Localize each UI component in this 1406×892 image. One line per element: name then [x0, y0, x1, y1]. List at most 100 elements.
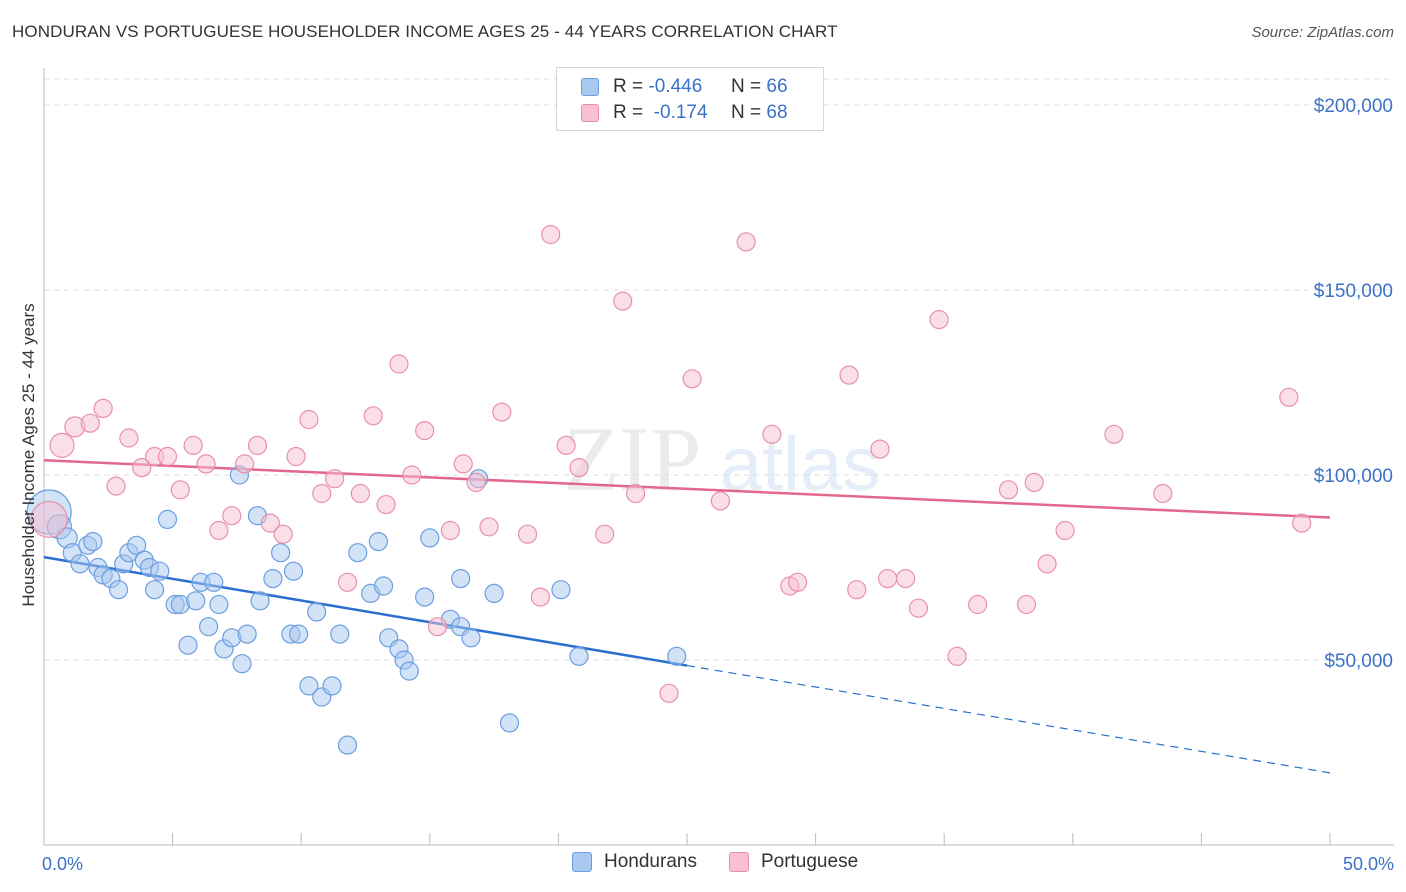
- axis-labels: $50,000 $100,000 $150,000 $200,000 0.0% 50.0%: [42, 96, 1394, 874]
- axes: [43, 68, 1394, 846]
- data-point: [839, 365, 859, 385]
- data-point: [183, 435, 203, 455]
- data-point: [209, 594, 229, 615]
- data-point: [337, 572, 358, 592]
- data-point: [569, 646, 589, 666]
- series-legend-hondurans[interactable]: Hondurans: [572, 851, 697, 873]
- data-point: [312, 483, 332, 504]
- data-point: [466, 472, 486, 492]
- data-point: [330, 624, 350, 644]
- data-point: [209, 520, 229, 541]
- series-hondurans: [26, 465, 687, 755]
- data-point: [30, 500, 68, 539]
- data-point: [144, 580, 165, 600]
- series-swatch-hondurans: [572, 852, 592, 872]
- data-point: [283, 561, 304, 581]
- data-point: [70, 554, 90, 574]
- data-point: [150, 561, 170, 581]
- series-legend: Hondurans Portuguese: [572, 851, 890, 873]
- series-swatch-portuguese: [728, 852, 749, 872]
- legend-n-value: 66: [766, 76, 788, 97]
- trend-line-portuguese: [43, 458, 1331, 519]
- legend-swatch-hondurans: [581, 78, 599, 96]
- data-point: [896, 568, 916, 589]
- data-point: [399, 661, 419, 681]
- data-point: [1024, 472, 1044, 492]
- data-point: [453, 454, 473, 474]
- grid-lines: [44, 78, 1394, 661]
- data-point: [80, 413, 100, 433]
- data-point: [299, 676, 319, 696]
- data-point: [492, 402, 512, 422]
- data-point: [1037, 554, 1057, 574]
- data-point: [260, 513, 280, 533]
- legend-n-value: 68: [766, 102, 788, 123]
- data-point: [93, 398, 113, 418]
- data-point: [237, 624, 257, 644]
- data-point: [402, 465, 422, 485]
- data-point: [968, 594, 988, 615]
- data-point: [451, 568, 471, 589]
- data-point: [551, 580, 571, 600]
- data-point: [569, 458, 589, 478]
- data-point: [415, 587, 435, 607]
- data-point: [847, 580, 867, 600]
- series-legend-portuguese[interactable]: Portuguese: [728, 851, 859, 873]
- series-label-portuguese: Portuguese: [760, 851, 859, 872]
- data-point: [286, 446, 306, 467]
- data-point: [83, 531, 103, 552]
- trend-line-hondurans: [43, 555, 688, 667]
- data-point: [222, 506, 242, 526]
- data-point: [1104, 424, 1124, 444]
- data-point: [1279, 387, 1299, 407]
- data-point: [199, 617, 219, 637]
- y-tick-label: $100,000: [1314, 466, 1393, 487]
- data-point: [235, 454, 255, 474]
- data-point: [517, 524, 538, 544]
- data-point: [363, 406, 383, 426]
- data-point: [908, 598, 929, 618]
- chart-title: HONDURAN VS PORTUGUESE HOUSEHOLDER INCOM…: [12, 22, 838, 41]
- data-point: [787, 572, 808, 592]
- data-point: [541, 224, 561, 245]
- data-point: [204, 572, 224, 592]
- data-point: [178, 635, 198, 655]
- legend-n-label: N =: [731, 102, 762, 123]
- data-point: [337, 735, 358, 755]
- data-point: [119, 428, 139, 448]
- data-point: [1153, 483, 1173, 504]
- y-tick-label: $200,000: [1314, 96, 1393, 117]
- data-point: [126, 535, 147, 555]
- y-tick-label: $150,000: [1314, 281, 1393, 302]
- data-point: [348, 543, 368, 563]
- data-point: [736, 232, 756, 252]
- data-point: [625, 483, 646, 504]
- data-point: [289, 624, 309, 644]
- legend-row-hondurans: R = -0.446 N = 66: [581, 75, 788, 99]
- legend-r-label: R =: [613, 76, 644, 97]
- data-point: [132, 458, 152, 478]
- data-point: [998, 480, 1019, 500]
- data-point: [667, 646, 687, 666]
- data-point: [157, 446, 178, 467]
- data-point: [556, 435, 576, 455]
- trend-line-extension-hondurans: [686, 664, 1331, 774]
- data-point: [499, 713, 520, 733]
- data-point: [106, 476, 126, 496]
- source-credit: Source: ZipAtlas.com: [1251, 24, 1394, 41]
- data-point: [271, 543, 291, 563]
- data-point: [1292, 513, 1312, 533]
- series-portuguese: [30, 224, 1312, 703]
- data-point: [108, 580, 129, 600]
- data-point: [376, 495, 396, 515]
- data-point: [196, 454, 216, 474]
- data-point: [389, 354, 409, 374]
- legend-r-label: R =: [613, 102, 644, 123]
- legend-r-value: -0.446: [648, 76, 703, 97]
- data-point: [186, 591, 206, 611]
- data-point: [682, 369, 702, 389]
- data-point: [420, 528, 440, 548]
- data-point: [368, 531, 388, 552]
- stats-legend: R = -0.446 N = 66 R = -0.174 N = 68: [556, 67, 824, 131]
